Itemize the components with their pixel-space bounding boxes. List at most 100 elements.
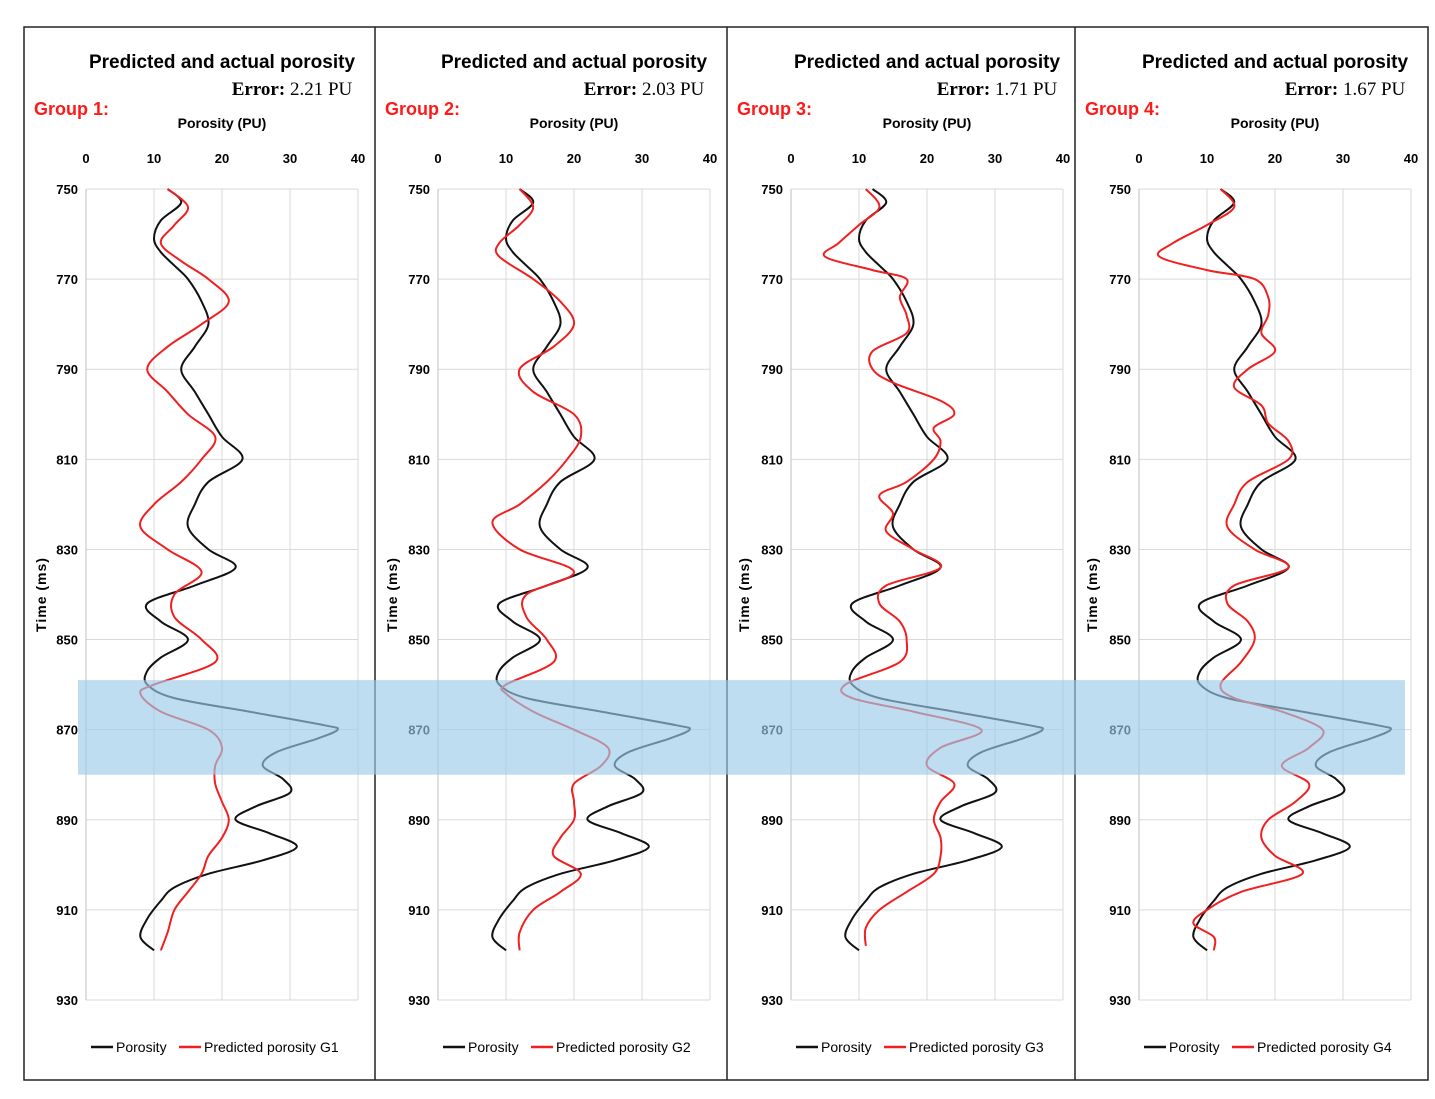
series-line-predicted xyxy=(1157,188,1325,951)
y-tick-label: 790 xyxy=(56,362,78,377)
x-axis-label: Porosity (PU) xyxy=(178,115,267,131)
error-number: 2.21 PU xyxy=(290,79,353,100)
panel-title: Predicted and actual porosity xyxy=(89,52,355,73)
y-tick-label: 910 xyxy=(1109,903,1131,918)
y-tick-label: 890 xyxy=(56,813,78,828)
error-value: Error: 1.71 PU xyxy=(937,79,1058,100)
group-label: Group 2: xyxy=(385,99,460,119)
error-number: 1.71 PU xyxy=(995,79,1058,100)
legend-label-porosity: Porosity xyxy=(821,1039,872,1055)
y-tick-label: 750 xyxy=(408,182,430,197)
y-tick-label: 810 xyxy=(408,452,430,467)
series-line-predicted xyxy=(822,188,983,946)
y-tick-label: 830 xyxy=(1109,542,1131,557)
y-tick-label: 890 xyxy=(408,813,430,828)
y-tick-label: 770 xyxy=(408,272,430,287)
highlight-band xyxy=(78,680,1405,775)
error-number: 2.03 PU xyxy=(642,79,705,100)
figure-border xyxy=(23,26,1429,1081)
x-tick-label: 20 xyxy=(567,151,581,166)
panel-title: Predicted and actual porosity xyxy=(441,52,707,73)
y-tick-label: 890 xyxy=(761,813,783,828)
y-tick-label: 830 xyxy=(56,542,78,557)
y-tick-label: 810 xyxy=(56,452,78,467)
x-tick-label: 0 xyxy=(82,151,89,166)
legend-label-porosity: Porosity xyxy=(1169,1039,1220,1055)
series-line-porosity xyxy=(1192,188,1393,952)
x-tick-label: 30 xyxy=(283,151,297,166)
x-tick-label: 40 xyxy=(703,151,717,166)
y-axis-label: Time (ms) xyxy=(33,557,49,632)
y-tick-label: 850 xyxy=(56,633,78,648)
x-tick-label: 10 xyxy=(147,151,161,166)
error-value: Error: 2.03 PU xyxy=(584,79,705,100)
error-label: Error: xyxy=(232,79,290,100)
y-axis-label: Time (ms) xyxy=(1084,557,1100,632)
y-tick-label: 910 xyxy=(408,903,430,918)
y-tick-label: 870 xyxy=(56,723,78,738)
y-axis-label: Time (ms) xyxy=(384,557,400,632)
y-tick-label: 930 xyxy=(56,993,78,1008)
error-label: Error: xyxy=(584,79,642,100)
x-tick-label: 20 xyxy=(215,151,229,166)
x-tick-label: 10 xyxy=(499,151,513,166)
series-line-porosity xyxy=(491,188,692,952)
x-tick-label: 20 xyxy=(920,151,934,166)
y-tick-label: 910 xyxy=(761,903,783,918)
y-tick-label: 790 xyxy=(1109,362,1131,377)
x-axis-label: Porosity (PU) xyxy=(1231,115,1320,131)
x-tick-label: 0 xyxy=(787,151,794,166)
y-tick-label: 770 xyxy=(761,272,783,287)
x-tick-label: 0 xyxy=(434,151,441,166)
y-tick-label: 810 xyxy=(1109,452,1131,467)
y-tick-label: 850 xyxy=(761,633,783,648)
x-tick-label: 30 xyxy=(988,151,1002,166)
y-tick-label: 830 xyxy=(761,542,783,557)
series-line-predicted xyxy=(139,188,230,951)
legend-label-predicted: Predicted porosity G4 xyxy=(1257,1039,1392,1055)
x-tick-label: 10 xyxy=(852,151,866,166)
y-tick-label: 850 xyxy=(408,633,430,648)
x-tick-label: 30 xyxy=(635,151,649,166)
series-line-predicted xyxy=(491,188,611,951)
panel-title: Predicted and actual porosity xyxy=(1142,52,1408,73)
legend-label-porosity: Porosity xyxy=(116,1039,167,1055)
x-tick-label: 40 xyxy=(1404,151,1418,166)
y-tick-label: 790 xyxy=(408,362,430,377)
panel-group-4: 010203040750770790810830850870890910930P… xyxy=(1084,52,1418,1055)
group-label: Group 1: xyxy=(34,99,109,119)
error-value: Error: 1.67 PU xyxy=(1285,79,1406,100)
x-axis-label: Porosity (PU) xyxy=(530,115,619,131)
x-axis-label: Porosity (PU) xyxy=(883,115,972,131)
y-tick-label: 790 xyxy=(761,362,783,377)
x-tick-label: 30 xyxy=(1336,151,1350,166)
y-tick-label: 890 xyxy=(1109,813,1131,828)
x-tick-label: 20 xyxy=(1268,151,1282,166)
panel-title: Predicted and actual porosity xyxy=(794,52,1060,73)
panel-group-3: 010203040750770790810830850870890910930P… xyxy=(736,27,1076,1080)
x-tick-label: 0 xyxy=(1135,151,1142,166)
error-label: Error: xyxy=(1285,79,1343,100)
y-axis-label: Time (ms) xyxy=(736,557,752,632)
y-tick-label: 770 xyxy=(1109,272,1131,287)
y-tick-label: 930 xyxy=(761,993,783,1008)
group-label: Group 3: xyxy=(737,99,812,119)
y-tick-label: 930 xyxy=(408,993,430,1008)
y-tick-label: 750 xyxy=(761,182,783,197)
y-tick-label: 750 xyxy=(1109,182,1131,197)
y-tick-label: 750 xyxy=(56,182,78,197)
legend-label-predicted: Predicted porosity G3 xyxy=(909,1039,1044,1055)
y-tick-label: 770 xyxy=(56,272,78,287)
error-value: Error: 2.21 PU xyxy=(232,79,353,100)
y-tick-label: 930 xyxy=(1109,993,1131,1008)
y-tick-label: 810 xyxy=(761,452,783,467)
x-tick-label: 10 xyxy=(1200,151,1214,166)
y-tick-label: 830 xyxy=(408,542,430,557)
legend-label-porosity: Porosity xyxy=(468,1039,519,1055)
error-label: Error: xyxy=(937,79,995,100)
group-label: Group 4: xyxy=(1085,99,1160,119)
error-number: 1.67 PU xyxy=(1343,79,1406,100)
y-tick-label: 910 xyxy=(56,903,78,918)
panel-group-2: 010203040750770790810830850870890910930P… xyxy=(384,27,728,1080)
